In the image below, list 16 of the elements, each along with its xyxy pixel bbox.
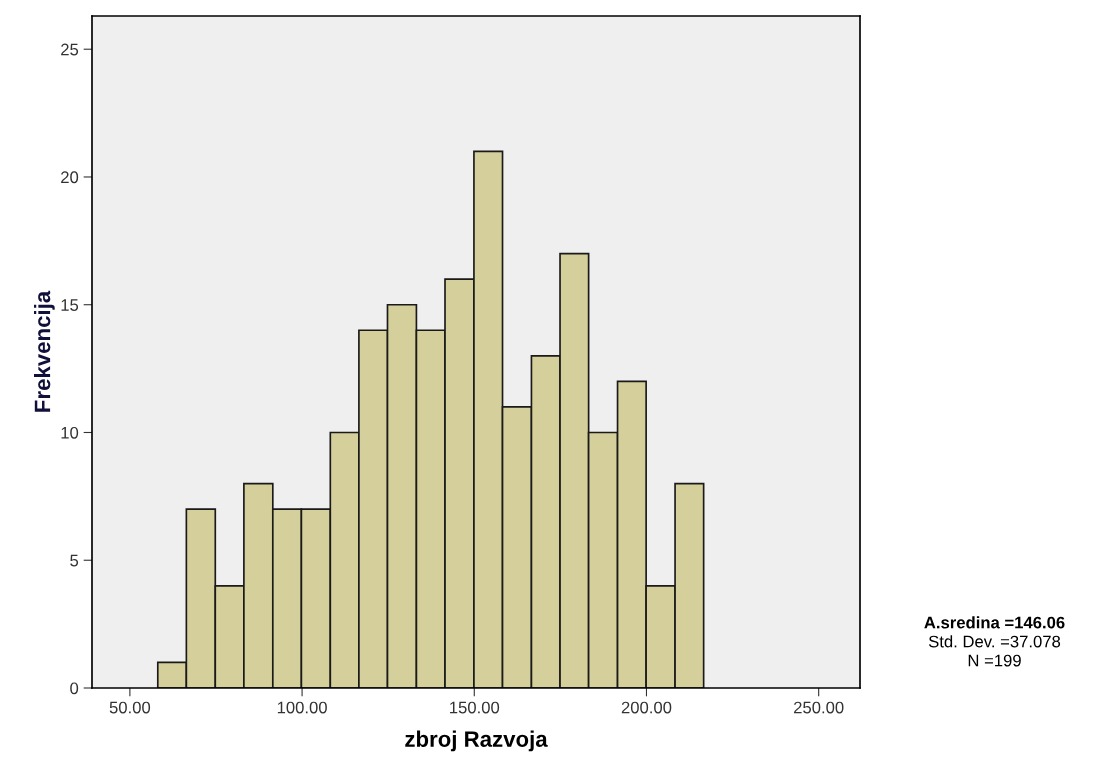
text: Std. Dev. =37.078: [928, 635, 1061, 648]
text: N =199: [968, 654, 1021, 667]
y-axis-title: Frekvencija: [34, 290, 55, 412]
y-tick-label: 20: [61, 171, 79, 184]
y-tick-label: 0: [70, 682, 79, 695]
x-tick-label: 150.00: [450, 701, 500, 714]
x-tick-label: 200.00: [621, 701, 672, 714]
y-tick-label: 25: [61, 43, 79, 56]
text: A.sredina =146.06: [924, 616, 1065, 629]
y-tick-label: 5: [70, 554, 79, 567]
y-tick-label: 10: [61, 426, 79, 439]
x-tick-label: 50.00: [109, 701, 151, 714]
x-axis-title: zbroj Razvoja: [405, 730, 548, 752]
y-tick-label: 15: [61, 299, 79, 311]
x-tick-label: 250.00: [794, 701, 844, 714]
x-tick-label: 100.00: [277, 701, 327, 714]
